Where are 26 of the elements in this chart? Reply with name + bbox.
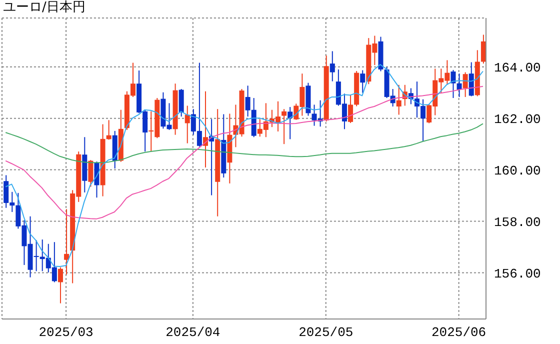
candlestick (58, 266, 63, 304)
y-tick-label: 156.00 (494, 266, 541, 282)
candlestick (282, 108, 287, 145)
x-tick-label: 2025/06 (432, 325, 486, 340)
x-tick-label: 2025/04 (166, 325, 220, 340)
y-tick-label: 162.00 (494, 112, 541, 127)
y-tick-label: 164.00 (494, 60, 541, 76)
candlestick (348, 94, 354, 124)
candlestick (330, 50, 335, 82)
candlestick (184, 105, 190, 144)
candlestick (88, 160, 94, 188)
y-tick-label: 160.00 (494, 163, 541, 178)
candlestick (468, 62, 474, 97)
x-tick-label: 2025/05 (298, 325, 354, 340)
chart-title: ユーロ/日本円 (3, 0, 86, 16)
candlestick (462, 72, 468, 98)
y-tick-label: 158.00 (494, 214, 541, 230)
x-tick-label: 2025/03 (38, 325, 94, 340)
candlestick (396, 84, 402, 116)
candlestick (178, 88, 184, 118)
candlestick (450, 69, 456, 99)
candlestick (360, 70, 366, 94)
candlestick (64, 208, 70, 275)
candlestick (288, 106, 293, 140)
candlestick (106, 120, 112, 140)
candlestick (456, 73, 462, 98)
